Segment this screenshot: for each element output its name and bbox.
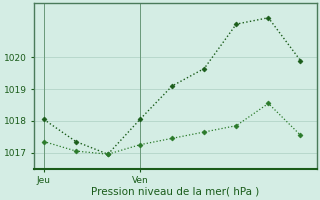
- X-axis label: Pression niveau de la mer( hPa ): Pression niveau de la mer( hPa ): [91, 187, 260, 197]
